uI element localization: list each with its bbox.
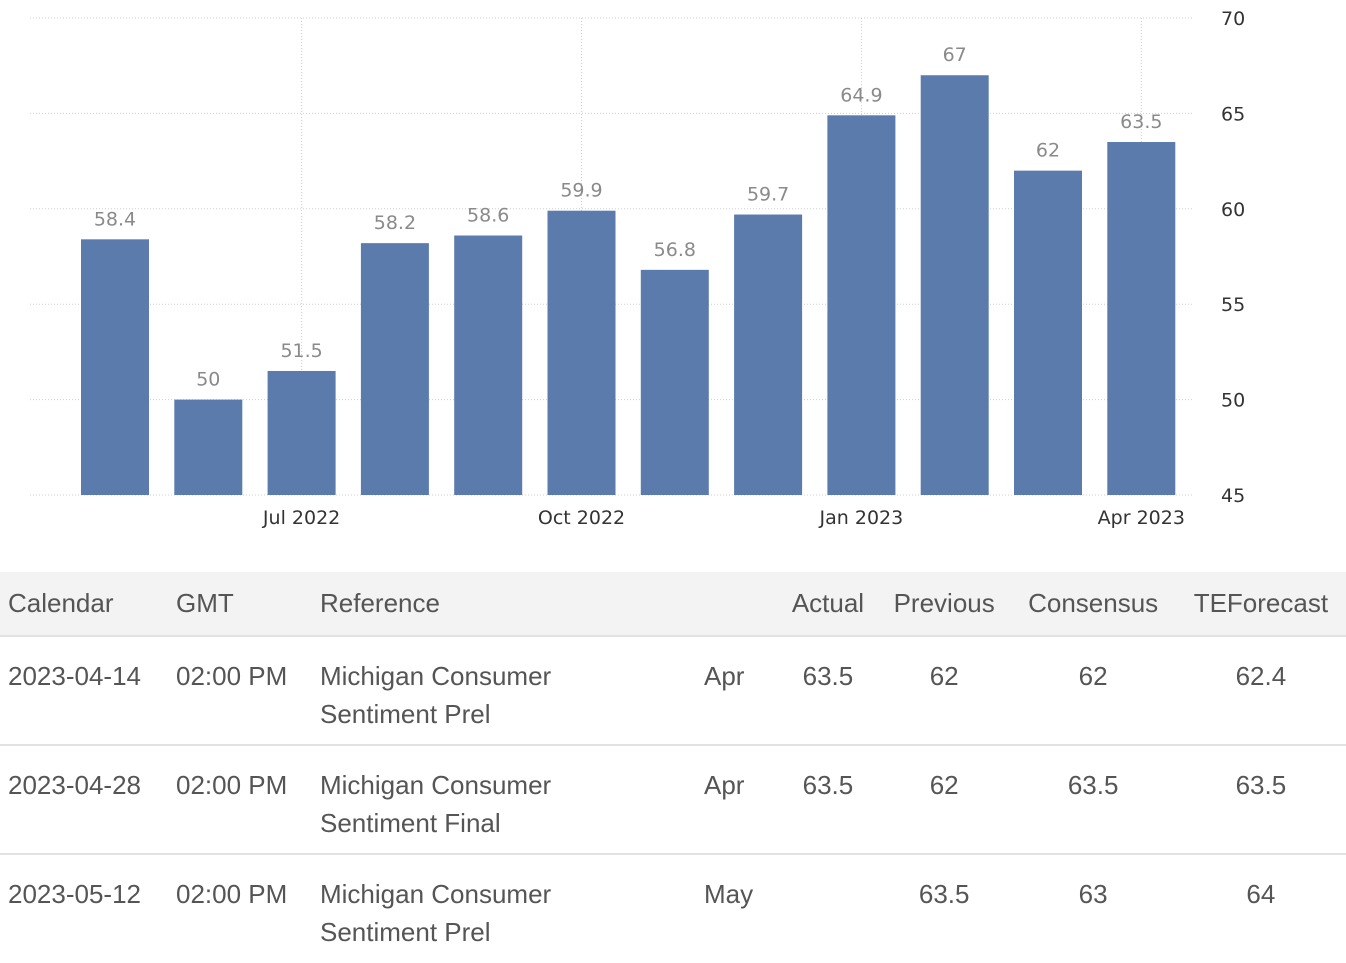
header-calendar[interactable]: Calendar [0, 572, 168, 637]
data-label: 50 [196, 369, 220, 391]
cell-teforecast: 62.4 [1235, 661, 1287, 691]
cell-gmt: 02:00 PM [168, 853, 312, 963]
header-teforecast[interactable]: TEForecast [1175, 572, 1346, 637]
data-label: 59.9 [560, 180, 602, 202]
cell-calendar: 2023-04-28 [0, 744, 168, 854]
x-tick-label: Apr 2023 [1098, 507, 1185, 529]
reference-line: Sentiment Final [320, 808, 501, 838]
y-tick-label: 50 [1221, 390, 1245, 412]
reference-line: Sentiment Prel [320, 699, 491, 729]
table-header-row: Calendar GMT Reference Actual Previous C… [0, 572, 1346, 637]
reference-line: Michigan Consumer [320, 770, 552, 800]
cell-teforecast: 63.5 [1175, 744, 1346, 854]
cell-actual: 63.5 [802, 661, 854, 691]
cell-actual [778, 853, 878, 963]
x-tick-label: Jan 2023 [819, 507, 904, 529]
y-tick-label: 55 [1221, 294, 1245, 316]
bar [920, 75, 989, 496]
y-tick-label: 65 [1221, 103, 1245, 125]
cell-period: Apr [696, 744, 778, 854]
bar [81, 239, 149, 495]
calendar-table: Calendar GMT Reference Actual Previous C… [0, 572, 1346, 963]
cell-period: Apr [704, 661, 745, 691]
cell-reference[interactable]: Michigan Consumer Sentiment Prel [312, 636, 696, 745]
reference-line: Michigan Consumer [320, 661, 552, 691]
cell-previous: 62 [929, 661, 959, 691]
data-label: 63.5 [1120, 111, 1162, 133]
data-label: 59.7 [747, 184, 789, 206]
data-label: 58.6 [467, 205, 509, 227]
y-axis: 45 50 55 60 65 70 [1221, 8, 1245, 507]
table-row: 2023-05-12 02:00 PM Michigan Consumer Sen… [0, 853, 1346, 963]
data-label: 58.2 [374, 212, 416, 234]
cell-consensus: 63.5 [1010, 744, 1176, 854]
cell-teforecast: 64 [1175, 853, 1346, 963]
header-period [696, 572, 778, 637]
data-label: 64.9 [840, 84, 882, 106]
bar [174, 399, 243, 495]
bar [734, 214, 803, 496]
cell-gmt: 02:00 PM [176, 661, 288, 691]
data-label: 58.4 [94, 208, 136, 230]
cell-reference[interactable]: Michigan Consumer Sentiment Prel [312, 853, 696, 963]
data-label: 51.5 [280, 340, 322, 362]
cell-gmt: 02:00 PM [168, 744, 312, 854]
bar [827, 115, 896, 496]
x-tick-label: Oct 2022 [538, 507, 625, 529]
bar [640, 269, 709, 495]
bar-chart: 58.4 50 51.5 58.2 58.6 59.9 56.8 59.7 64.9 67 62 63… [30, 8, 1245, 529]
header-gmt[interactable]: GMT [168, 572, 312, 637]
value-labels: 58.4 50 51.5 58.2 58.6 59.9 56.8 59.7 64.9 67 62 63… [94, 44, 1163, 390]
cell-consensus: 62 [1078, 661, 1108, 691]
cell-previous: 63.5 [877, 853, 1011, 963]
cell-reference[interactable]: Michigan Consumer Sentiment Final [312, 744, 696, 854]
cell-consensus: 63 [1010, 853, 1176, 963]
cell-previous: 62 [877, 744, 1011, 854]
bar [1014, 170, 1082, 495]
header-previous[interactable]: Previous [877, 572, 1011, 637]
header-reference[interactable]: Reference [312, 572, 696, 637]
x-axis: Jul 2022 Oct 2022 Jan 2023 Apr 2023 [262, 507, 1185, 529]
bar [360, 243, 429, 495]
bar [547, 210, 616, 495]
cell-period: May [696, 853, 778, 963]
cell-actual: 63.5 [778, 744, 878, 854]
y-tick-label: 70 [1221, 8, 1245, 30]
bar [1107, 142, 1176, 495]
cell-calendar: 2023-05-12 [0, 853, 168, 963]
bars [81, 75, 1176, 496]
data-label: 56.8 [654, 239, 696, 261]
y-tick-label: 60 [1221, 199, 1245, 221]
bar [267, 370, 336, 495]
bar [454, 235, 523, 495]
reference-line: Michigan Consumer [320, 879, 552, 909]
data-label: 62 [1036, 140, 1060, 162]
reference-line: Sentiment Prel [320, 917, 491, 947]
header-actual[interactable]: Actual [778, 572, 878, 637]
table-row: 2023-04-28 02:00 PM Michigan Consumer Sen… [0, 744, 1346, 854]
x-tick-label: Jul 2022 [262, 507, 340, 529]
cell-calendar: 2023-04-14 [8, 661, 141, 691]
data-label: 67 [943, 44, 967, 66]
header-consensus[interactable]: Consensus [1010, 572, 1176, 637]
table-row: 2023-04-14 02:00 PM Michigan Consumer Sen… [0, 636, 1346, 745]
y-tick-label: 45 [1221, 485, 1245, 507]
